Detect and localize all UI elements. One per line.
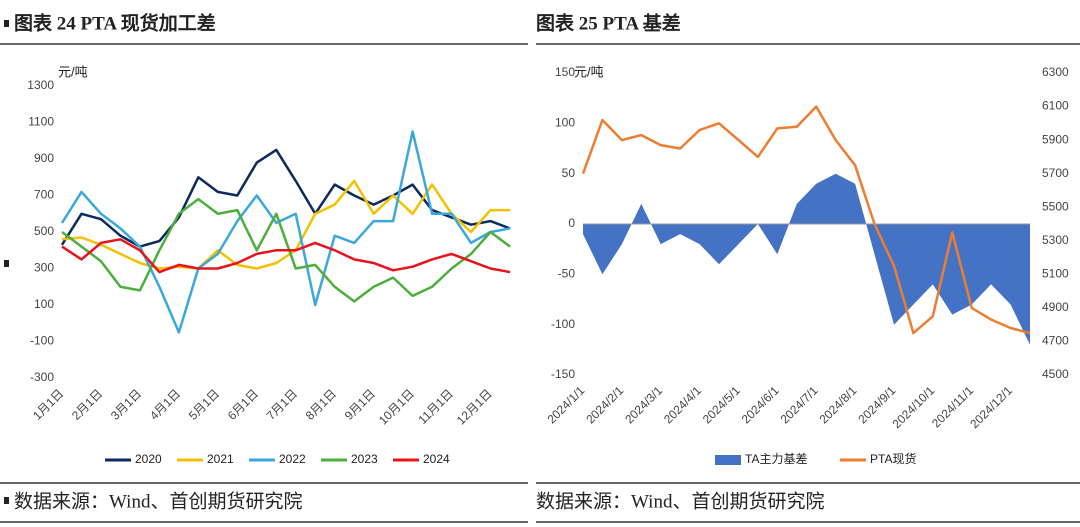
y2-tick-label: 4700 xyxy=(1042,334,1069,348)
line xyxy=(61,238,511,274)
bullet xyxy=(4,260,9,267)
source: 数据来源：Wind、首创期货研究院 xyxy=(14,490,302,512)
y-tick-label: -50 xyxy=(558,267,576,281)
chart-title: 图表 24 PTA 现货加工差 xyxy=(14,11,216,34)
legend-swatch xyxy=(715,455,741,465)
y-tick-label: 100 xyxy=(555,116,575,130)
y2-tick-label: 5300 xyxy=(1042,233,1069,247)
y-tick-label: 300 xyxy=(34,261,54,275)
y2-tick-label: 6300 xyxy=(1042,65,1069,79)
legend-label: PTA现货 xyxy=(870,451,916,466)
bullet xyxy=(4,20,9,27)
y-tick-label: 50 xyxy=(562,166,576,180)
area xyxy=(583,173,1030,345)
y-tick-label: -300 xyxy=(30,370,54,384)
bullet xyxy=(4,497,9,504)
y-tick-label: 0 xyxy=(568,216,575,230)
y-axis-label: 元/吨 xyxy=(574,64,604,79)
y-tick-label: 150 xyxy=(555,65,575,79)
legend-label: 2023 xyxy=(351,452,378,466)
y-tick-label: 1300 xyxy=(27,78,54,92)
y2-tick-label: 4900 xyxy=(1042,300,1069,314)
y2-tick-label: 5500 xyxy=(1042,199,1069,213)
source: 数据来源：Wind、首创期货研究院 xyxy=(536,490,824,512)
chart-title: 图表 25 PTA 基差 xyxy=(536,11,681,34)
y-tick-label: -100 xyxy=(30,334,54,348)
y-tick-label: -150 xyxy=(551,367,575,381)
y2-tick-label: 5900 xyxy=(1042,132,1069,146)
y-tick-label: 1100 xyxy=(28,115,54,129)
y-tick-label: 100 xyxy=(34,297,54,311)
y-axis-label: 元/吨 xyxy=(58,64,88,79)
y2-tick-label: 5100 xyxy=(1042,267,1069,281)
line xyxy=(61,179,510,270)
legend-label: 2022 xyxy=(279,452,306,466)
legend-label: 2020 xyxy=(135,452,162,466)
line xyxy=(60,130,511,334)
y-tick-label: 500 xyxy=(34,224,54,238)
y-tick-label: -100 xyxy=(551,317,575,331)
y-tick-label: 700 xyxy=(34,188,54,202)
line xyxy=(581,105,1031,335)
y2-tick-label: 5700 xyxy=(1042,166,1069,180)
y-tick-label: 900 xyxy=(34,151,54,165)
legend-label: TA主力基差 xyxy=(745,452,807,466)
y2-tick-label: 4500 xyxy=(1042,367,1069,381)
legend-label: 2021 xyxy=(207,452,234,466)
line xyxy=(61,197,511,303)
y2-tick-label: 6100 xyxy=(1042,99,1069,113)
legend-label: 2024 xyxy=(423,452,450,466)
